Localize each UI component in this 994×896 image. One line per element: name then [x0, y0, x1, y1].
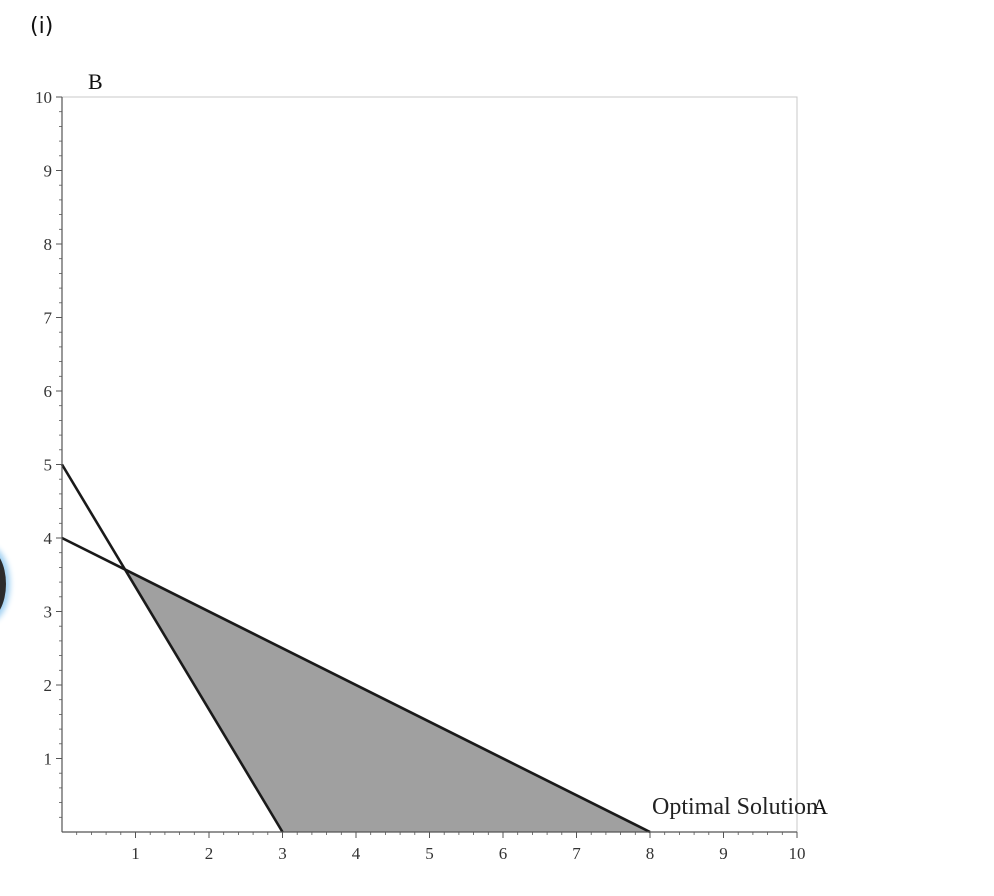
- constraint-line-1: [60, 463, 284, 833]
- y-tick-label: 5: [44, 456, 53, 475]
- x-tick-label: 10: [789, 844, 806, 863]
- x-tick-label: 7: [572, 844, 581, 863]
- constraint-lines: [60, 463, 651, 834]
- optimal-solution-label: Optimal Solution: [652, 794, 818, 820]
- x-tick-label: 3: [278, 844, 287, 863]
- x-tick-label: 2: [205, 844, 214, 863]
- side-bubble: [0, 548, 6, 620]
- y-tick-label: 9: [44, 162, 53, 181]
- y-tick-label: 4: [44, 529, 53, 548]
- y-tick-label: 1: [44, 750, 53, 769]
- x-tick-label: 5: [425, 844, 434, 863]
- y-axis-label: B: [88, 69, 103, 94]
- y-tick-label: 10: [35, 88, 52, 107]
- x-axis-label: A: [812, 794, 828, 819]
- x-axis-ticks: 1 2 3 4 5 6 7 8 9 10: [131, 832, 806, 863]
- x-tick-label: 6: [499, 844, 508, 863]
- y-tick-label: 2: [44, 676, 53, 695]
- y-tick-label: 6: [44, 382, 53, 401]
- x-tick-label: 4: [352, 844, 361, 863]
- part-label: (i): [30, 14, 54, 39]
- x-tick-label: 1: [131, 844, 140, 863]
- y-axis-ticks: 1 2 3 4 5 6 7 8 9 10: [35, 88, 62, 769]
- y-tick-label: 8: [44, 235, 53, 254]
- x-tick-label: 9: [719, 844, 728, 863]
- y-tick-label: 3: [44, 603, 53, 622]
- constraint-line-2: [61, 536, 651, 834]
- x-tick-label: 8: [646, 844, 655, 863]
- y-tick-label: 7: [44, 309, 53, 328]
